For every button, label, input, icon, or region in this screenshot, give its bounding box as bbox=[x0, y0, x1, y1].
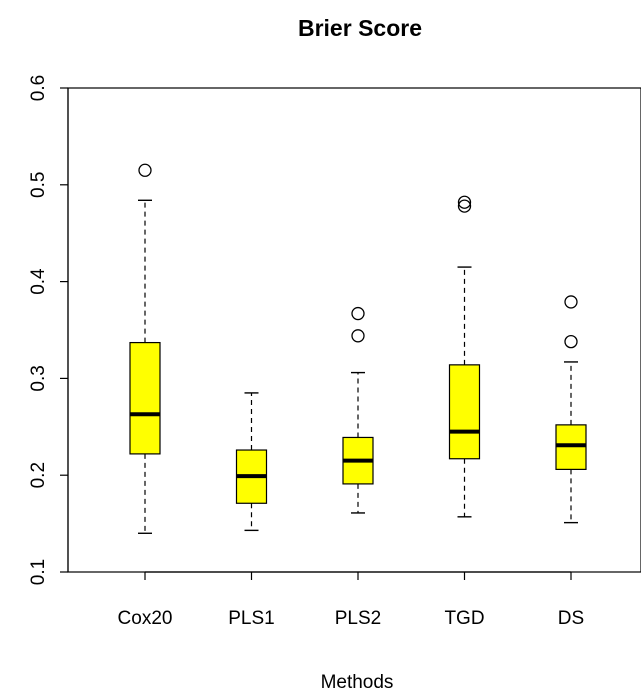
outlier-point bbox=[457, 199, 472, 213]
x-axis: Cox20 PLS1 PLS2 TGD DS bbox=[118, 571, 584, 629]
boxplot-series bbox=[129, 163, 587, 534]
outlier-point bbox=[564, 295, 578, 309]
y-tick-label: 0.1 bbox=[28, 559, 49, 585]
x-axis-label: Methods bbox=[321, 672, 394, 691]
outlier-point bbox=[564, 334, 578, 349]
y-tick-label: 0.6 bbox=[28, 75, 49, 101]
iqr-box bbox=[129, 341, 161, 455]
outlier-point bbox=[351, 329, 365, 343]
box-ds bbox=[555, 295, 587, 524]
y-axis: 0.1 0.2 0.3 0.4 0.5 0.6 bbox=[28, 75, 69, 585]
box-tgd bbox=[448, 195, 481, 518]
outlier-point bbox=[351, 306, 365, 321]
outlier-point bbox=[457, 195, 472, 209]
y-tick-label: 0.5 bbox=[28, 172, 49, 198]
x-tick-label: TGD bbox=[444, 608, 484, 629]
box-pls2 bbox=[342, 306, 374, 514]
x-tick-label: PLS2 bbox=[335, 608, 381, 629]
plot-frame bbox=[67, 87, 641, 573]
box-pls1 bbox=[235, 392, 268, 532]
y-tick-label: 0.4 bbox=[28, 268, 49, 295]
chart-title: Brier Score bbox=[298, 15, 422, 41]
outlier-point bbox=[138, 163, 152, 177]
x-tick-label: PLS1 bbox=[228, 608, 274, 629]
x-tick-label: DS bbox=[558, 608, 584, 629]
y-tick-label: 0.2 bbox=[28, 462, 49, 488]
x-tick-label: Cox20 bbox=[118, 608, 173, 629]
iqr-box bbox=[448, 364, 481, 460]
box-cox20 bbox=[129, 163, 161, 534]
y-tick-label: 0.3 bbox=[28, 365, 49, 391]
